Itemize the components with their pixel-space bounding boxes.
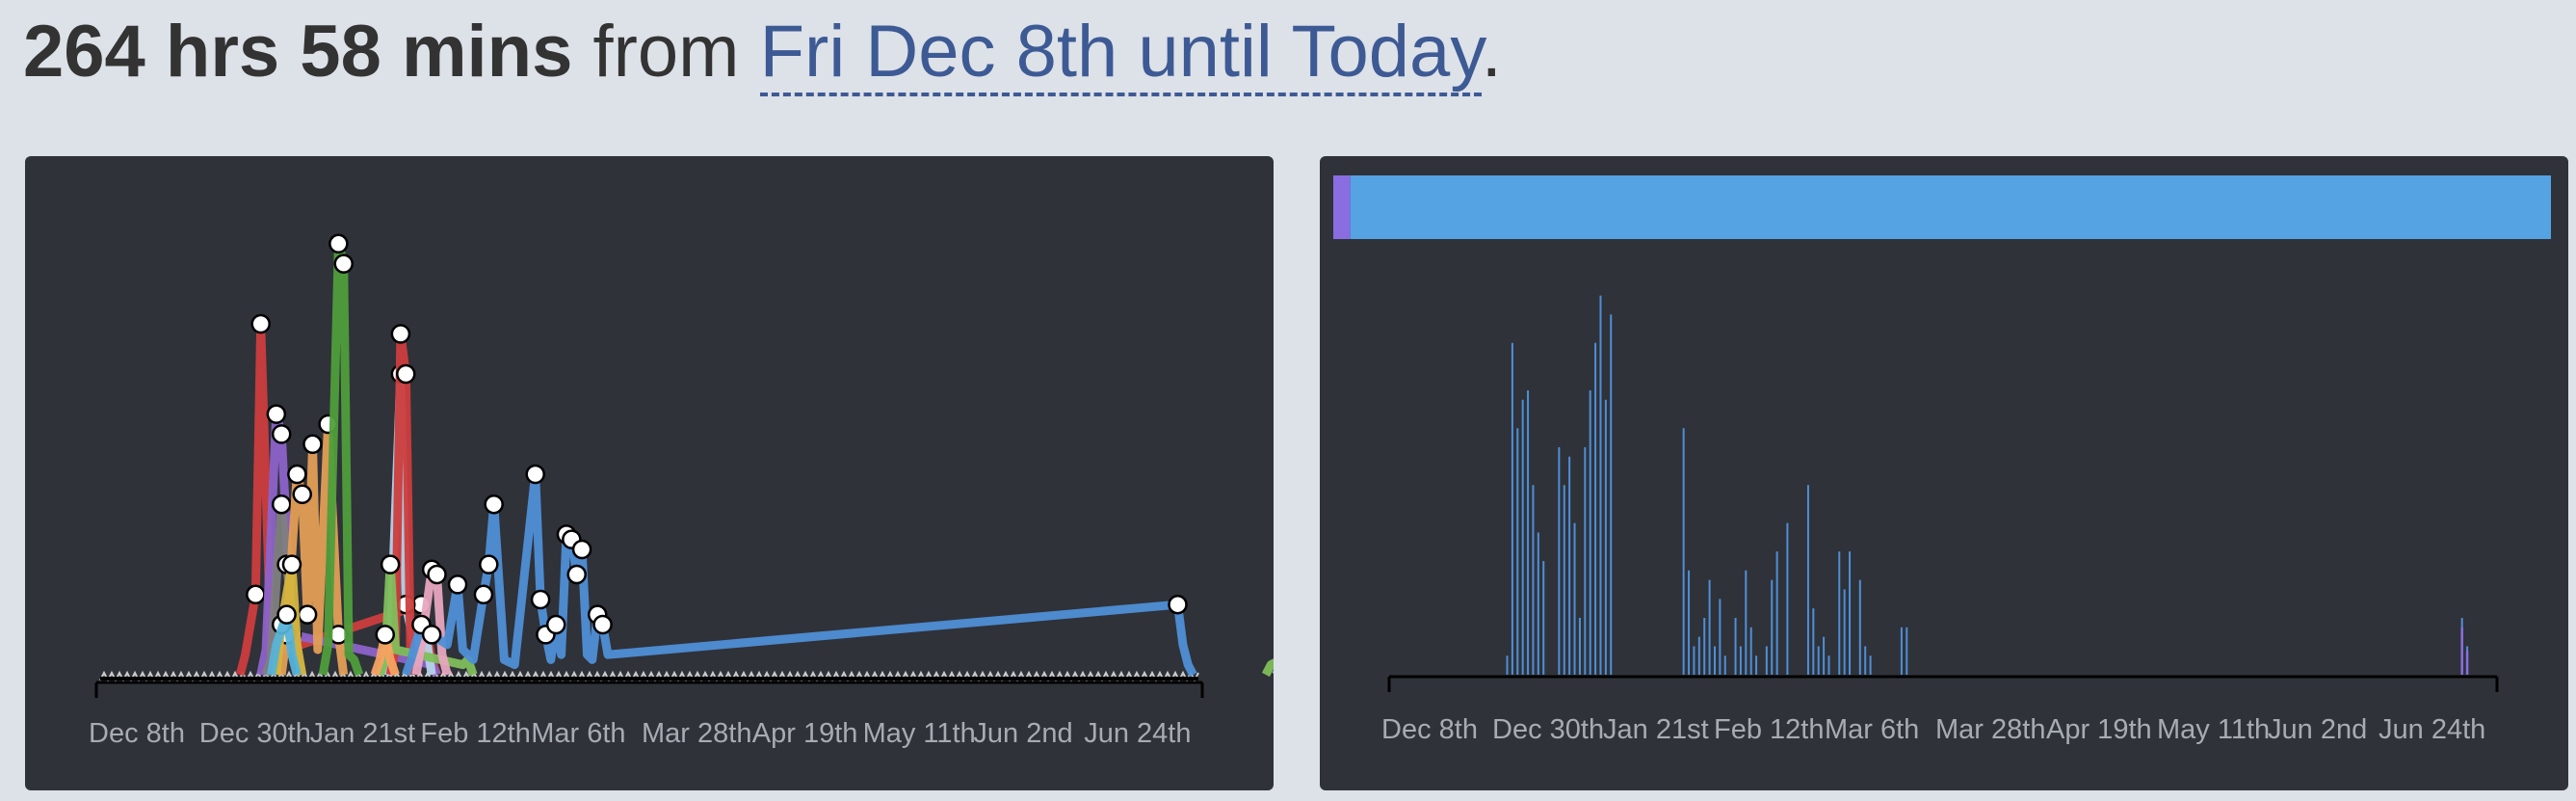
series-3-point: [303, 436, 321, 453]
timeline-chart-panel: Dec 8th Dec 30th Jan 21st Feb 12th Mar 6th Ma…: [1320, 156, 2568, 790]
series-8-point: [392, 325, 409, 342]
headline-period: .: [1482, 11, 1502, 93]
left-x-tick-label: May 11th: [863, 718, 976, 749]
project-activity-chart-panel: Dec 8th Dec 30th Jan 21st Feb 12th Mar 6th Ma…: [25, 156, 1274, 790]
left-x-tick-label: Dec 8th: [89, 718, 185, 749]
right-x-tick-label: Jan 21st: [1603, 714, 1709, 745]
series-12-point: [527, 466, 544, 483]
left-x-tick-label: Jan 21st: [310, 718, 416, 749]
series-12-point: [568, 566, 586, 583]
series-8-point: [397, 365, 414, 383]
summary-bar-segment-1: [1351, 175, 2551, 239]
series-4-point: [283, 556, 301, 574]
series-5-point: [278, 606, 296, 624]
right-x-tick-label: Dec 8th: [1381, 714, 1478, 745]
series-3-point: [299, 606, 316, 624]
series-10-point: [429, 566, 446, 583]
series-1-point: [273, 425, 290, 442]
left-x-tick-label: Jun 24th: [1084, 718, 1191, 749]
left-x-tick-label: Apr 19th: [752, 718, 858, 749]
right-x-tick-label: Dec 30th: [1492, 714, 1604, 745]
series-0-point: [247, 586, 264, 603]
left-x-tick-label: Mar 6th: [531, 718, 625, 749]
series-12-point: [573, 541, 591, 558]
series-12-point: [594, 616, 612, 633]
left-x-tick-label: Dec 30th: [199, 718, 311, 749]
series-12-point: [475, 586, 492, 603]
summary-headline: 264 hrs 58 mins from Fri Dec 8th until T…: [23, 6, 1502, 98]
series-12-point: [423, 626, 440, 643]
total-duration: 264 hrs 58 mins: [23, 11, 572, 93]
right-x-tick-label: Mar 6th: [1825, 714, 1919, 745]
left-x-tick-label: Feb 12th: [420, 718, 530, 749]
series-6-point: [329, 235, 347, 253]
series-12-point: [486, 495, 503, 513]
series-3-point: [288, 466, 305, 483]
right-x-tick-label: Jun 2nd: [2268, 714, 2367, 745]
series-0-point: [252, 315, 270, 333]
from-word: from: [592, 11, 739, 93]
series-6-point: [335, 255, 353, 273]
right-x-tick-label: Feb 12th: [1714, 714, 1824, 745]
right-x-tick-label: Mar 28th: [1935, 714, 2045, 745]
right-x-tick-label: Jun 24th: [2379, 714, 2485, 745]
series-2-point: [273, 495, 290, 513]
left-x-tick-label: Mar 28th: [642, 718, 751, 749]
series-3-point: [294, 486, 311, 503]
left-x-tick-label: Jun 2nd: [973, 718, 1072, 749]
right-x-tick-label: Apr 19th: [2046, 714, 2152, 745]
series-9-point: [381, 556, 399, 574]
summary-bar-segment-0: [1333, 175, 1351, 239]
series-12-point: [449, 575, 466, 593]
series-12-point: [480, 556, 497, 574]
series-11-point: [377, 626, 394, 643]
series-14-line: [1266, 659, 1274, 675]
date-range-link[interactable]: Fri Dec 8th until Today: [760, 11, 1482, 96]
series-1-point: [268, 406, 285, 423]
series-12-point: [532, 591, 549, 608]
series-12-point: [547, 616, 565, 633]
series-12-line: [406, 474, 1193, 675]
series-12-point: [1169, 596, 1186, 613]
right-x-tick-label: May 11th: [2157, 714, 2270, 745]
